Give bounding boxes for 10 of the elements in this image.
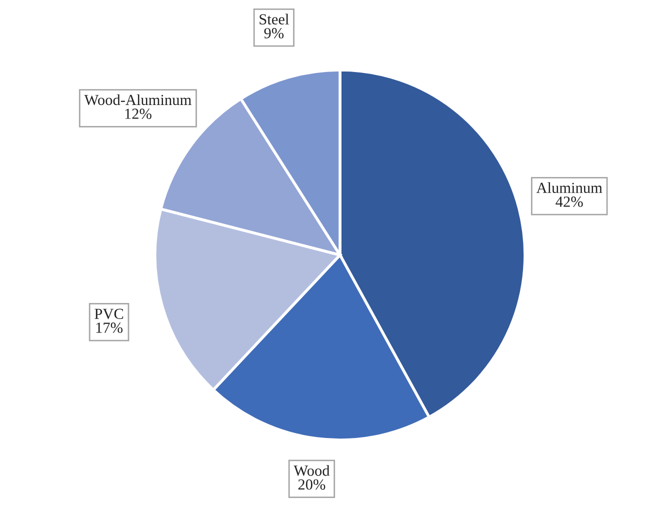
slice-label: Wood-Aluminum <box>84 94 192 106</box>
data-label: 42% <box>556 196 583 207</box>
data-label: 17% <box>96 322 123 333</box>
data-label: 12% <box>125 108 152 120</box>
slice-label: Steel <box>260 14 289 24</box>
data-label: 20% <box>298 479 326 490</box>
data-label: 9% <box>264 28 284 38</box>
slice-label: PVC <box>94 308 124 320</box>
slice-label: Aluminum <box>536 182 602 194</box>
slice-label: Wood <box>294 465 330 476</box>
